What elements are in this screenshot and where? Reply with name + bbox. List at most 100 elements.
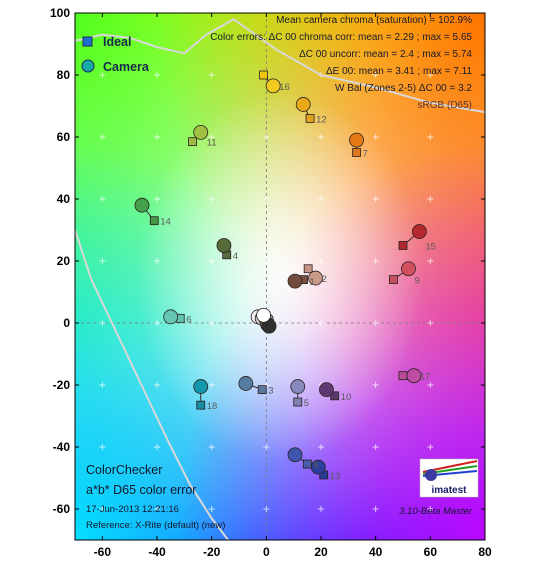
grid-plus	[372, 382, 379, 388]
gamut-boundary-upper	[75, 18, 485, 114]
patch-label-13: 13	[330, 471, 341, 482]
patch-label-2: 2	[322, 274, 327, 285]
x-tick-label: 80	[478, 545, 492, 559]
camera-point-9	[401, 261, 416, 277]
plot-frame	[74, 12, 486, 541]
grid-plus	[154, 258, 160, 264]
y-tick-label: 0	[63, 316, 70, 330]
legend: Ideal Camera	[81, 35, 150, 74]
y-tick-label: 40	[57, 192, 71, 206]
grid-plus	[99, 382, 106, 388]
ideal-point-9	[389, 275, 398, 285]
camera-point-16	[265, 78, 281, 94]
camera-point-13	[310, 459, 326, 475]
y-tick-label: -20	[53, 378, 71, 392]
y-tick-label: 60	[57, 130, 71, 144]
ideal-point-8	[302, 459, 312, 469]
patch-label-5: 5	[304, 398, 309, 409]
grid-plus	[427, 134, 434, 140]
patch-label-7: 7	[363, 149, 368, 160]
imatest-logo: imatest	[419, 458, 479, 498]
bg-ctr	[75, 13, 485, 540]
gamut-boundary-lower	[75, 229, 229, 540]
camera-point-17	[406, 368, 422, 384]
camera-point-18	[193, 379, 209, 394]
x-tick-label: 0	[263, 545, 270, 559]
grid-plus	[372, 134, 379, 140]
grid-plus	[263, 134, 270, 140]
grid-plus	[372, 72, 379, 78]
patch-label-12: 12	[316, 114, 327, 125]
grid-plus	[208, 382, 215, 388]
patch-label-6: 6	[186, 314, 191, 325]
x-tick-label: 60	[424, 545, 438, 559]
y-tick-label: -60	[53, 502, 71, 516]
ideal-point-18	[196, 400, 206, 410]
stats-line-6: sRGB (D65)	[418, 100, 472, 111]
grid-plus	[99, 258, 106, 264]
ideal-point-12	[305, 114, 315, 123]
imatest-logo-text: imatest	[431, 485, 467, 496]
stats-line-3: ΔC 00 uncorr: mean = 2.4 ; max = 5.74	[299, 49, 472, 60]
grid-plus	[427, 72, 434, 78]
grid-plus	[99, 72, 106, 78]
patch-label-17: 17	[420, 372, 431, 383]
x-tick-label: 20	[314, 545, 328, 559]
grid-plus	[154, 72, 160, 78]
grid-plus	[263, 258, 270, 264]
grid-plus	[99, 134, 106, 140]
grid-plus	[427, 506, 434, 512]
camera-point-1	[287, 273, 303, 289]
patch-label-14: 14	[160, 217, 171, 228]
camera-point-14	[134, 197, 150, 213]
grid-plus	[99, 320, 106, 326]
grid-plus	[318, 506, 324, 512]
ideal-point-16	[259, 70, 269, 80]
patch-label-10: 10	[341, 392, 352, 403]
stats-line-1: Mean camera chroma (saturation) = 102.9%	[276, 15, 472, 26]
camera-point-15	[411, 224, 427, 239]
grid-plus	[427, 320, 434, 326]
ideal-point-5	[293, 397, 303, 407]
camera-point-7	[349, 132, 364, 148]
ideal-point-2	[303, 264, 313, 274]
grid-plus	[372, 258, 379, 264]
grid-plus	[263, 506, 270, 512]
camera-point-2	[308, 270, 323, 286]
grid-plus	[372, 444, 379, 450]
color-background	[75, 13, 485, 540]
ideal-point-3	[257, 385, 267, 395]
camera-point-3	[238, 376, 254, 391]
ideal-point-14	[149, 216, 159, 226]
camera-point-6	[163, 309, 179, 325]
grid-plus	[208, 506, 215, 512]
ideal-point-7	[352, 148, 361, 157]
patch-label-8: 8	[313, 460, 318, 471]
grid-plus	[154, 196, 160, 202]
stats-line-4: ΔE 00: mean = 3.41 ; max = 7.11	[326, 66, 472, 77]
grid-plus	[372, 196, 379, 202]
grid-plus	[427, 196, 434, 202]
x-tick-label: 40	[369, 545, 383, 559]
grid-plus	[427, 382, 434, 388]
camera-point-4	[216, 238, 232, 253]
y-tick-label: 80	[57, 68, 71, 82]
patch-label-9: 9	[414, 276, 419, 287]
footer-subtitle: a*b* D65 color error	[86, 483, 196, 497]
footer-block: ColorChecker a*b* D65 color error 17-Jun…	[86, 463, 473, 531]
grid	[75, 13, 485, 540]
grid-plus	[263, 196, 270, 202]
y-tick-label: -40	[53, 440, 71, 454]
patch-label-1: 1	[310, 277, 315, 288]
grid-plus	[208, 72, 215, 78]
x-tick-label: -60	[94, 545, 112, 559]
grid-plus	[99, 196, 106, 202]
grid-plus	[427, 258, 434, 264]
ideal-point-17	[398, 371, 408, 381]
neutral-point-6	[256, 307, 272, 323]
patch-label-4: 4	[233, 251, 238, 262]
patch-label-11: 11	[207, 138, 217, 149]
